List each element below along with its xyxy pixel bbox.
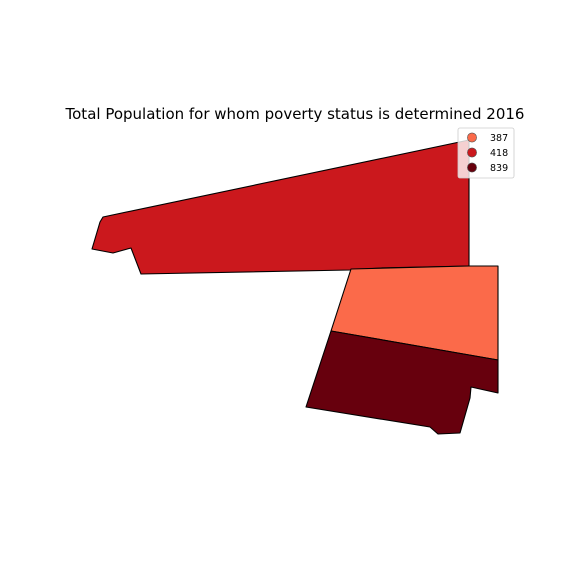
map-title: Total Population for whom poverty status… <box>65 105 525 123</box>
region-north <box>91 139 470 275</box>
map-regions <box>91 139 499 435</box>
map-legend: 387 418 839 <box>457 127 515 179</box>
region-south <box>305 330 499 435</box>
legend-marker <box>467 132 477 143</box>
legend-marker <box>467 147 477 158</box>
region-middle <box>330 265 499 361</box>
legend-label: 387 <box>490 133 508 144</box>
legend-item: 418 <box>467 147 508 159</box>
legend-marker <box>467 162 477 173</box>
legend-item: 839 <box>467 162 508 174</box>
legend-label: 839 <box>490 163 508 174</box>
legend-label: 418 <box>490 148 508 159</box>
legend-item: 387 <box>467 132 508 144</box>
